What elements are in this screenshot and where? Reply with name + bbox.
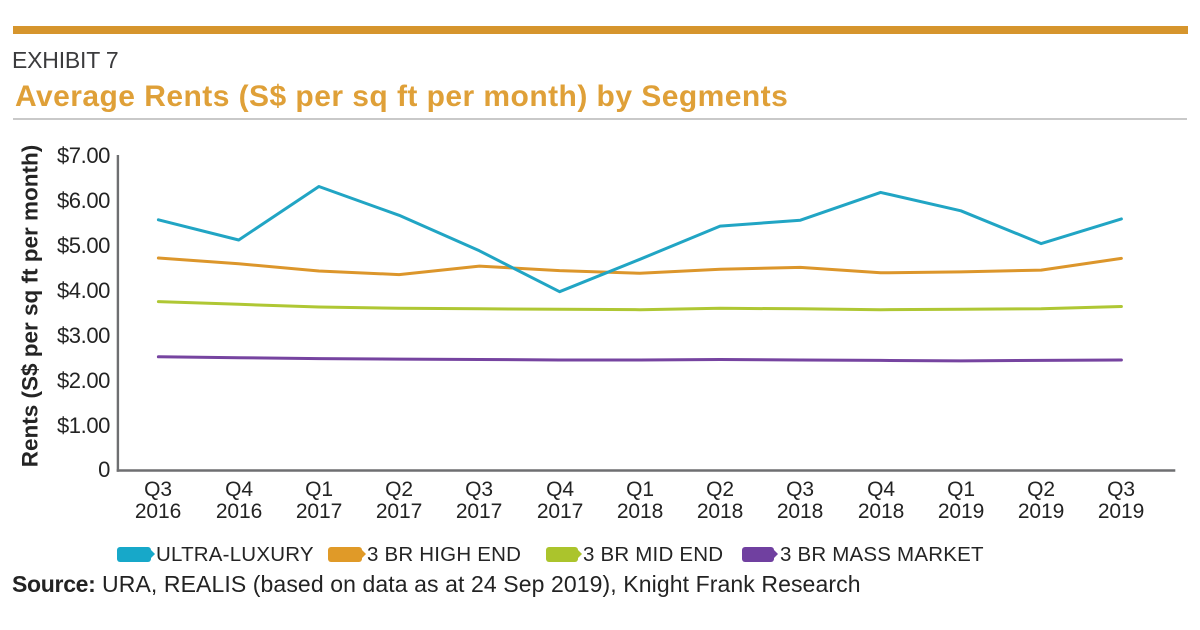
svg-text:Rents (S$ per sq ft per month): Rents (S$ per sq ft per month) <box>18 145 43 468</box>
